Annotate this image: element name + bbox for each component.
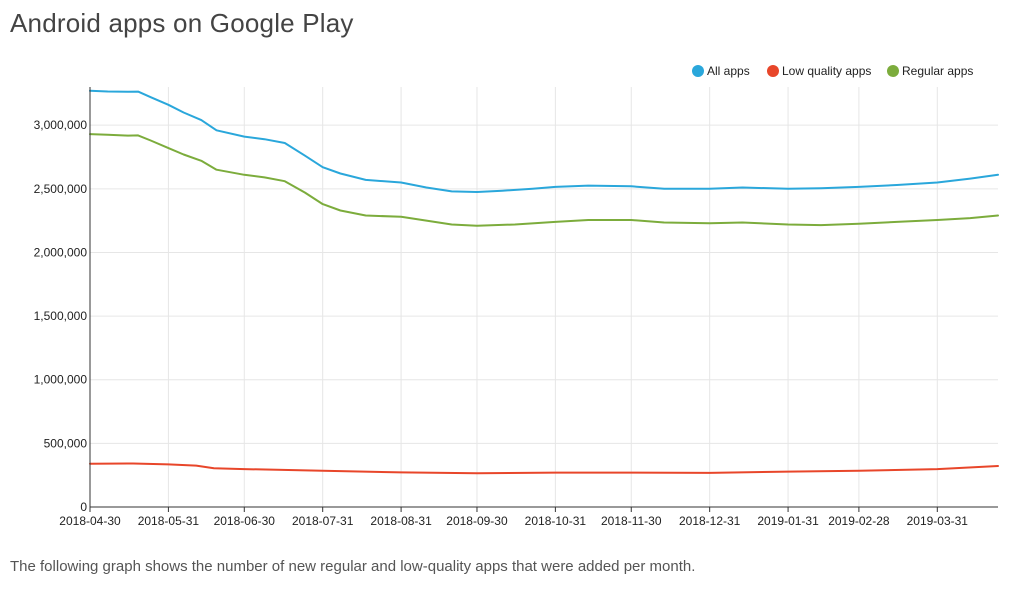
footnote: The following graph shows the number of … — [10, 558, 696, 575]
y-tick-label: 1,000,000 — [34, 373, 88, 387]
page-title: Android apps on Google Play — [10, 8, 354, 38]
legend-label: Regular apps — [902, 64, 973, 78]
x-tick-label: 2018-08-31 — [370, 514, 432, 528]
legend-item-low-quality-apps[interactable]: Low quality apps — [767, 64, 871, 78]
x-tick-label: 2018-09-30 — [446, 514, 508, 528]
x-tick-label: 2018-04-30 — [59, 514, 121, 528]
series-line-regular-apps[interactable] — [89, 133, 999, 227]
y-tick-label: 500,000 — [44, 436, 88, 450]
y-tick-label: 2,000,000 — [34, 245, 88, 259]
line-chart: 0 500,000 1,000,000 1,500,000 2,000,000 2,500… — [34, 64, 999, 528]
legend-swatch — [767, 65, 779, 77]
series-line-low-quality-apps[interactable] — [89, 462, 999, 475]
series-layer — [89, 89, 999, 475]
x-tick-label: 2019-01-31 — [757, 514, 819, 528]
y-tick-label: 3,000,000 — [34, 118, 88, 132]
legend-item-regular-apps[interactable]: Regular apps — [887, 64, 973, 78]
legend-swatch — [887, 65, 899, 77]
legend-label: Low quality apps — [782, 64, 871, 78]
x-tick-label: 2018-11-30 — [601, 514, 662, 528]
legend-item-all-apps[interactable]: All apps — [692, 64, 750, 78]
grid-layer — [89, 87, 998, 507]
x-tick-label: 2018-10-31 — [525, 514, 587, 528]
y-tick-label: 0 — [80, 500, 87, 514]
x-tick-label: 2018-07-31 — [292, 514, 354, 528]
axis-layer: 0 500,000 1,000,000 1,500,000 2,000,000 2,500… — [34, 87, 998, 528]
x-tick-label: 2018-06-30 — [214, 514, 276, 528]
x-tick-label: 2018-05-31 — [138, 514, 200, 528]
series-line-all-apps[interactable] — [89, 89, 999, 193]
x-tick-label: 2019-03-31 — [907, 514, 969, 528]
legend-label: All apps — [707, 64, 750, 78]
y-tick-label: 1,500,000 — [34, 309, 88, 323]
legend[interactable]: All apps Low quality apps Regular apps — [692, 64, 973, 78]
chart-container: 0 500,000 1,000,000 1,500,000 2,000,000 2,500… — [0, 55, 1032, 535]
legend-swatch — [692, 65, 704, 77]
y-tick-label: 2,500,000 — [34, 182, 88, 196]
x-tick-label: 2018-12-31 — [679, 514, 741, 528]
x-tick-label: 2019-02-28 — [828, 514, 890, 528]
